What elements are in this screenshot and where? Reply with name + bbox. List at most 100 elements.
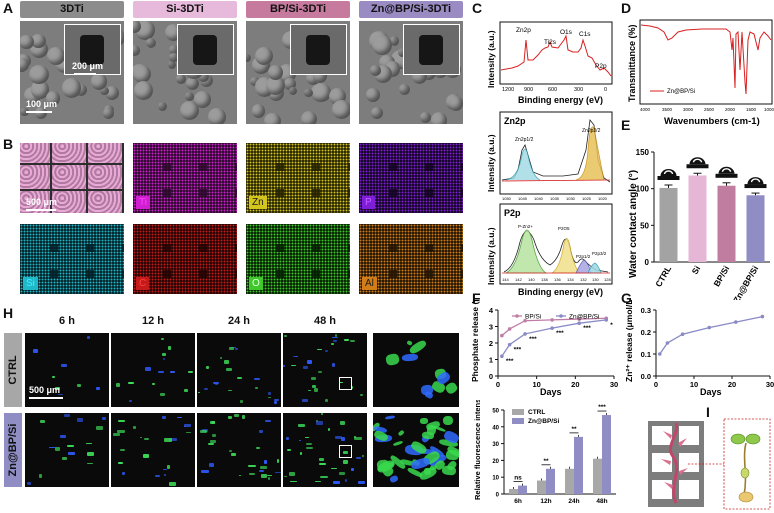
fl-legend-label: Zn@BP/Si bbox=[528, 418, 559, 425]
droplet-substrate-icon bbox=[715, 173, 738, 178]
eds-dark-gap bbox=[348, 189, 350, 197]
ftir-tick-6: 1000 bbox=[764, 107, 774, 112]
fl-bar bbox=[518, 485, 527, 494]
f-point bbox=[577, 317, 581, 321]
eds-dark-gap bbox=[122, 270, 124, 278]
cell-signal bbox=[176, 416, 183, 419]
cell-signal bbox=[264, 460, 267, 465]
fl-significance: ** bbox=[571, 426, 577, 433]
f-ylabel: Phosphate release (μmol/L/cm²) bbox=[470, 300, 480, 382]
p2p-peak-4: P2p3/2 bbox=[592, 251, 607, 256]
zoom-region-box bbox=[339, 445, 352, 458]
cell-signal bbox=[274, 399, 280, 401]
sem-inset bbox=[290, 24, 347, 75]
cell-signal bbox=[27, 481, 32, 485]
particle bbox=[246, 53, 252, 63]
cell-signal bbox=[310, 377, 316, 380]
g-point bbox=[707, 325, 711, 330]
p-tick-2: 140 bbox=[528, 277, 535, 282]
fluorescence-image-1-1 bbox=[111, 413, 195, 487]
cell-signal bbox=[163, 468, 168, 470]
cell-signal bbox=[145, 367, 151, 372]
time-label-3: 48 h bbox=[313, 315, 336, 327]
sem-inset bbox=[403, 24, 460, 75]
cell-signal bbox=[332, 363, 336, 367]
cell-signal bbox=[357, 480, 365, 485]
zn2p-peak-1: Zn2p1/2 bbox=[515, 137, 534, 143]
p-tick-3: 138 bbox=[541, 277, 548, 282]
seedling-leaf-left bbox=[730, 433, 746, 445]
cell-signal bbox=[331, 468, 338, 470]
scaffold-pore bbox=[80, 35, 104, 65]
f-significance: * bbox=[610, 322, 613, 329]
cell-signal bbox=[307, 360, 313, 364]
cell-signal bbox=[237, 376, 243, 380]
cell-signal bbox=[168, 438, 177, 442]
cell-signal bbox=[350, 339, 356, 343]
cell-body bbox=[401, 353, 419, 363]
f-legend-marker bbox=[559, 314, 563, 318]
cell-signal bbox=[267, 477, 271, 481]
overlay-strut bbox=[20, 191, 50, 213]
cell-signal bbox=[274, 400, 277, 404]
fl-legend-label: CTRL bbox=[528, 409, 545, 416]
eds-map-p: P bbox=[359, 143, 463, 213]
particle bbox=[311, 82, 331, 103]
fl-category-label: 6h bbox=[514, 498, 522, 505]
eds-dark-gap bbox=[312, 270, 320, 278]
p-tick-7: 130 bbox=[592, 277, 599, 282]
eds-element-label: Zn bbox=[249, 196, 267, 209]
scale-label-inset: 200 μm bbox=[72, 61, 104, 71]
cell-signal bbox=[160, 338, 164, 341]
particle bbox=[184, 92, 194, 102]
xps-zn2p-spectrum: Zn2p Zn2p1/2 Zn2p3/2 1050 1045 1040 1035… bbox=[486, 111, 613, 201]
cell-signal bbox=[48, 446, 57, 448]
eds-dark-gap bbox=[276, 270, 284, 278]
cell-signal bbox=[344, 338, 350, 342]
sem-inset bbox=[64, 24, 121, 75]
particle bbox=[254, 46, 273, 65]
panel-d-ftir-spectrum: Zn@BP/Si 4000 3500 3000 2500 2000 1500 1… bbox=[627, 19, 774, 127]
eds-dark-gap bbox=[348, 163, 350, 171]
cell-signal bbox=[338, 471, 345, 476]
g-ytick-label: 0.2 bbox=[641, 328, 651, 337]
droplet-substrate-icon bbox=[657, 176, 680, 180]
e-category-label: BP/Si bbox=[711, 264, 731, 288]
e-category-label: CTRL bbox=[653, 264, 673, 289]
f-ytick-label: 1 bbox=[489, 356, 493, 365]
sem-image-1 bbox=[133, 21, 237, 124]
eds-dark-gap bbox=[461, 163, 463, 171]
cell-signal bbox=[290, 480, 297, 483]
f-legend-label: BP/Si bbox=[525, 314, 541, 321]
eds-dark-gap bbox=[163, 270, 171, 278]
e-ytick-label: 50 bbox=[640, 221, 649, 230]
zoomed-fluorescence-image-1 bbox=[373, 413, 459, 487]
sem-image-3 bbox=[359, 21, 463, 124]
cell-body bbox=[392, 440, 403, 447]
e-bar bbox=[746, 195, 765, 262]
cell-signal bbox=[85, 443, 92, 445]
fl-significance: *** bbox=[598, 404, 606, 411]
panel-a-header-3: Zn@BP/Si-3DTi bbox=[359, 1, 463, 18]
p2p-title: P2p bbox=[504, 208, 521, 218]
survey-tick-2: 600 bbox=[548, 87, 557, 93]
droplet-icon bbox=[689, 157, 706, 165]
overlay-strut bbox=[88, 165, 122, 189]
cell-signal bbox=[188, 370, 194, 374]
g-point bbox=[734, 320, 738, 324]
panel-label-f: F bbox=[472, 290, 481, 306]
cell-signal bbox=[197, 392, 200, 394]
f-xtick-label: 30 bbox=[610, 380, 618, 389]
f-point bbox=[523, 332, 527, 336]
cell-signal bbox=[87, 335, 91, 340]
particle bbox=[301, 111, 318, 124]
particle bbox=[47, 47, 65, 66]
cell-signal bbox=[133, 425, 136, 429]
p-tick-0: 144 bbox=[502, 277, 509, 282]
cell-signal bbox=[343, 460, 349, 464]
particle bbox=[185, 77, 199, 91]
cell-signal bbox=[267, 396, 271, 398]
zn-tick-4: 1030 bbox=[566, 196, 576, 201]
particle bbox=[251, 104, 266, 118]
cell-signal bbox=[343, 451, 349, 454]
